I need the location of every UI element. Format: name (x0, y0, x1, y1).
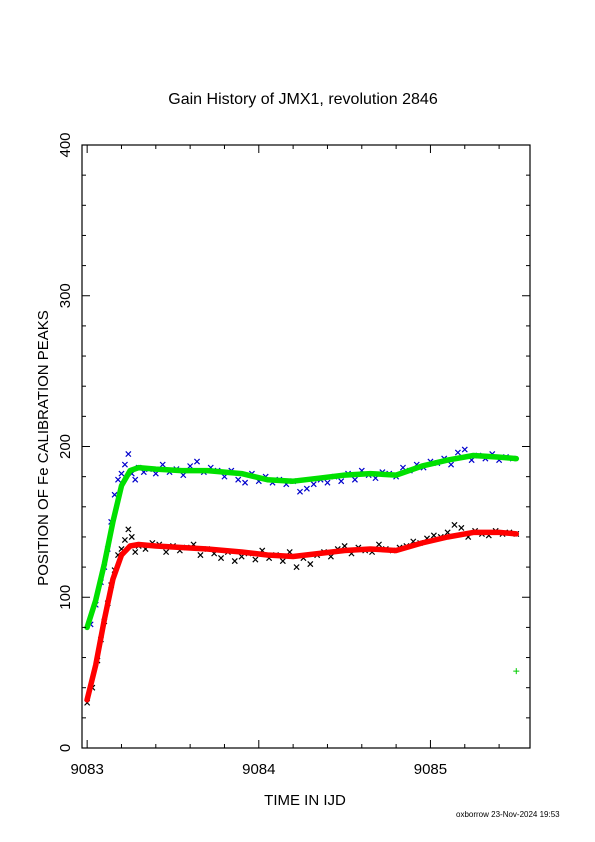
data-point (513, 668, 520, 675)
data-point (218, 555, 225, 562)
data-point (132, 549, 139, 556)
y-tick-label: 200 (57, 434, 74, 459)
data-point (118, 470, 125, 477)
data-point (279, 558, 286, 565)
fit-line-3 (84, 529, 520, 703)
data-point (338, 478, 345, 485)
data-point (231, 558, 238, 565)
data-point (125, 451, 132, 458)
data-point (451, 521, 458, 528)
data-point (121, 536, 128, 543)
data-point (159, 461, 166, 468)
data-point (351, 476, 358, 483)
data-point (197, 552, 204, 559)
fit-line-2 (84, 452, 520, 631)
y-tick-label: 300 (57, 283, 74, 308)
data-point (461, 446, 468, 453)
axis-ticks: 0 100 200 300 400 9083 9084 9085 (57, 132, 530, 778)
data-point (307, 561, 314, 568)
data-point (193, 458, 201, 465)
data-point (187, 463, 194, 470)
data-point (132, 476, 139, 483)
series-1 (84, 521, 520, 706)
data-point (375, 541, 382, 548)
data-point (115, 476, 122, 483)
data-point (242, 479, 249, 486)
y-tick-label: 100 (57, 585, 74, 610)
data-point (180, 472, 187, 479)
data-point (296, 488, 304, 495)
y-tick-label: 0 (57, 744, 74, 752)
data-point (458, 524, 465, 531)
data-point (310, 481, 317, 488)
data-point (448, 461, 455, 468)
chart-title: Gain History of JMX1, revolution 2846 (168, 91, 438, 108)
data-point (252, 556, 259, 563)
x-tick-label: 9084 (242, 761, 275, 778)
footer-timestamp: oxborrow 23-Nov-2024 19:53 (456, 810, 560, 819)
x-tick-label: 9083 (70, 761, 103, 778)
y-tick-label: 400 (57, 132, 74, 157)
plot-area (84, 446, 520, 706)
x-axis-label: TIME IN IJD (264, 792, 346, 809)
data-point (293, 564, 300, 571)
series-3 (84, 529, 520, 703)
data-point (454, 449, 461, 456)
series-4 (513, 668, 520, 675)
plot-frame (81, 144, 531, 749)
series-2 (84, 452, 520, 631)
data-point (128, 533, 135, 540)
data-point (235, 476, 242, 483)
data-point (163, 549, 170, 556)
data-point (125, 526, 132, 533)
data-point (303, 485, 310, 492)
y-axis-label: POSITION OF Fe CALIBRATION PEAKS (35, 310, 52, 586)
data-point (121, 461, 128, 468)
data-point (324, 479, 331, 486)
x-tick-label: 9085 (414, 761, 447, 778)
